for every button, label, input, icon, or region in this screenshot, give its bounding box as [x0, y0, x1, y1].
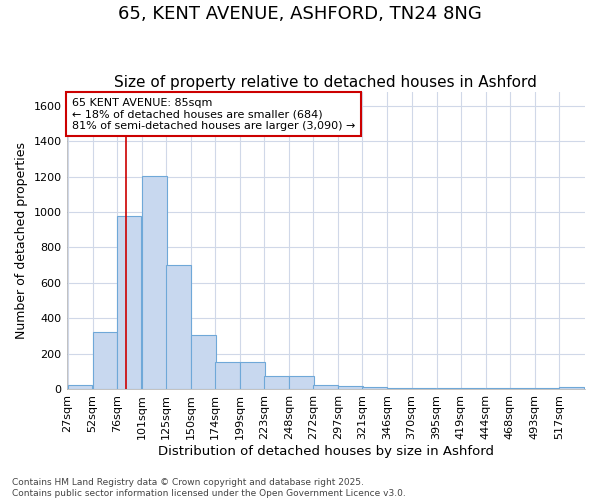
Bar: [215, 362, 240, 389]
Bar: [313, 386, 338, 389]
Text: 65 KENT AVENUE: 85sqm
← 18% of detached houses are smaller (684)
81% of semi-det: 65 KENT AVENUE: 85sqm ← 18% of detached …: [72, 98, 355, 131]
Text: 65, KENT AVENUE, ASHFORD, TN24 8NG: 65, KENT AVENUE, ASHFORD, TN24 8NG: [118, 5, 482, 23]
Bar: [412, 388, 436, 389]
Text: Contains HM Land Registry data © Crown copyright and database right 2025.
Contai: Contains HM Land Registry data © Crown c…: [12, 478, 406, 498]
Bar: [68, 386, 92, 389]
Bar: [166, 265, 191, 389]
Bar: [559, 387, 584, 389]
X-axis label: Distribution of detached houses by size in Ashford: Distribution of detached houses by size …: [158, 444, 494, 458]
Bar: [338, 386, 363, 389]
Y-axis label: Number of detached properties: Number of detached properties: [15, 142, 28, 339]
Bar: [486, 388, 511, 389]
Bar: [510, 388, 535, 389]
Bar: [240, 362, 265, 389]
Bar: [388, 388, 412, 389]
Bar: [437, 388, 461, 389]
Bar: [289, 376, 314, 389]
Bar: [362, 387, 387, 389]
Bar: [264, 376, 289, 389]
Title: Size of property relative to detached houses in Ashford: Size of property relative to detached ho…: [115, 76, 537, 90]
Bar: [142, 176, 167, 389]
Bar: [92, 332, 118, 389]
Bar: [461, 388, 485, 389]
Bar: [535, 388, 560, 389]
Bar: [116, 216, 142, 389]
Bar: [191, 335, 215, 389]
